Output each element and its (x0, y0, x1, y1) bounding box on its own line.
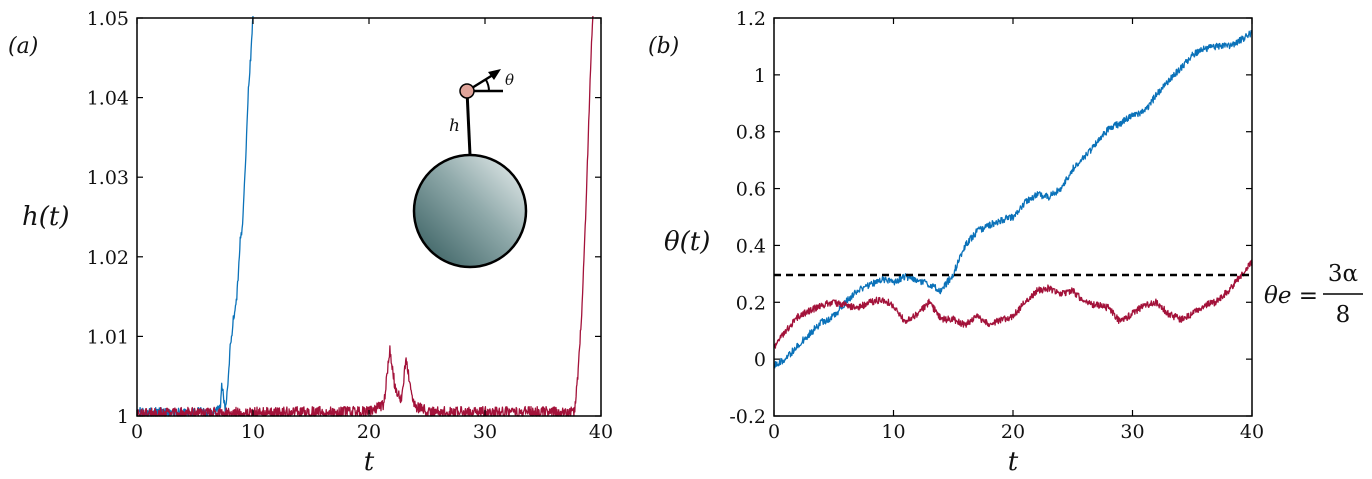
panel-a-label: (a) (8, 34, 38, 59)
panel-b: (b) 0 10 20 30 40-0.200.20.40.60.811.2 θ(t) … (648, 8, 1363, 477)
panel-a-axes: 0 10 20 30 40 1 1.01 1.02 1.03 1.04 1.05 (87, 8, 613, 443)
panel-b-ytick-label: 0 (754, 349, 766, 371)
panel-a-xtick-label: 20 (357, 421, 381, 443)
theta-e-annotation: θe = 3α 8 (1264, 261, 1363, 328)
rod (465, 90, 472, 156)
panel-a-series-red-line (136, 15, 594, 417)
panel-a-ytick-label: 1.04 (87, 88, 129, 110)
panel-a-xlabel: t (364, 447, 375, 477)
panel-b-ytick-label: 0.2 (736, 292, 766, 314)
panel-b-xtick-label: 20 (1001, 421, 1025, 443)
panel-b-xtick-label: 0 (768, 421, 780, 443)
panel-a-frame (136, 17, 602, 417)
panel-a-series (136, 15, 594, 417)
panel-b-xlabel: t (1008, 447, 1019, 477)
panel-b-ytick-label: -0.2 (729, 406, 766, 428)
panel-a-ytick-label: 1 (117, 406, 129, 428)
sphere (412, 153, 528, 269)
panel-a-xtick-label: 0 (131, 421, 143, 443)
panel-b-ytick-label: 1 (754, 65, 766, 87)
rod-label: h (449, 116, 460, 136)
panel-b-xtick-label: 10 (881, 421, 905, 443)
theta-e-numerator: 3α (1328, 261, 1358, 287)
arrowhead-icon (488, 69, 501, 80)
panel-b-xtick-label: 30 (1120, 421, 1144, 443)
panel-b-axes: 0 10 20 30 40-0.200.20.40.60.811.2 (729, 8, 1264, 443)
panel-b-label: (b) (648, 34, 679, 59)
panel-a-xtick-label: 40 (589, 421, 613, 443)
angle-arc (485, 79, 490, 92)
panel-a-ytick-label: 1.01 (87, 326, 129, 348)
panel-b-ytick-label: 1.2 (736, 8, 766, 30)
panel-a-ytick-label: 1.02 (87, 247, 129, 269)
panel-a-series-blue-line (136, 15, 254, 417)
panel-a-ylabel: h(t) (22, 202, 69, 232)
panel-b-xtick-label: 40 (1240, 421, 1264, 443)
panel-a-ytick-label: 1.05 (87, 8, 129, 30)
panel-b-ytick-label: 0.6 (736, 179, 766, 201)
panel-a-xtick-label: 30 (473, 421, 497, 443)
angle-label: θ (505, 71, 514, 89)
panel-b-ytick-label: 0.8 (736, 122, 766, 144)
theta-e-denominator: 8 (1336, 302, 1351, 328)
panel-a-ytick-label: 1.03 (87, 167, 129, 189)
pendulum-inset: h θ (412, 69, 528, 269)
panel-b-ylabel: θ(t) (664, 227, 710, 257)
bead (459, 83, 475, 99)
panel-a-xtick-label: 10 (241, 421, 265, 443)
panel-b-ytick-label: 0.4 (736, 235, 766, 257)
panel-a: (a) h θ 0 10 20 30 40 1 1.01 1.02 1.03 1.04 1.05 h… (8, 8, 613, 477)
panel-b-series-blue-line (773, 29, 1253, 369)
theta-e-lhs: θe = (1264, 283, 1318, 309)
panel-b-series (773, 29, 1253, 369)
panel-b-series-red-line (773, 259, 1253, 349)
